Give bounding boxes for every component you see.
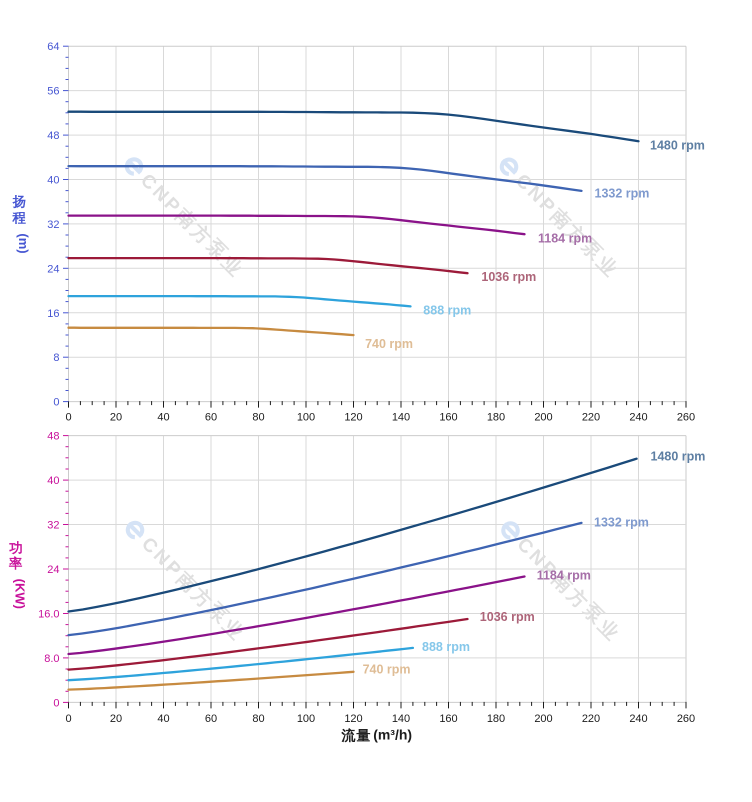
svg-text:8.0: 8.0 xyxy=(44,653,59,665)
svg-text:40: 40 xyxy=(47,475,59,487)
svg-text:240: 240 xyxy=(629,412,647,424)
svg-text:160: 160 xyxy=(439,713,457,725)
svg-text:32: 32 xyxy=(47,520,59,532)
svg-text:220: 220 xyxy=(582,412,600,424)
svg-text:1184 rpm: 1184 rpm xyxy=(538,232,592,246)
svg-text:40: 40 xyxy=(157,412,169,424)
svg-text:60: 60 xyxy=(205,412,217,424)
svg-text:180: 180 xyxy=(487,713,505,725)
svg-text:100: 100 xyxy=(297,412,315,424)
svg-text:180: 180 xyxy=(487,412,505,424)
svg-text:120: 120 xyxy=(344,412,362,424)
svg-text:260: 260 xyxy=(677,412,695,424)
svg-text:8: 8 xyxy=(53,352,59,364)
svg-text:56: 56 xyxy=(47,86,59,98)
svg-text:80: 80 xyxy=(252,412,264,424)
svg-text:0: 0 xyxy=(53,397,59,409)
svg-text:260: 260 xyxy=(677,713,695,725)
svg-text:120: 120 xyxy=(344,713,362,725)
svg-text:1480 rpm: 1480 rpm xyxy=(650,139,705,153)
svg-text:888 rpm: 888 rpm xyxy=(423,303,471,317)
svg-text:48: 48 xyxy=(47,130,59,142)
svg-text:888 rpm: 888 rpm xyxy=(422,640,470,654)
svg-text:1480 rpm: 1480 rpm xyxy=(651,449,706,463)
svg-text:0: 0 xyxy=(53,697,59,709)
svg-text:740 rpm: 740 rpm xyxy=(363,662,411,676)
svg-text:0: 0 xyxy=(65,713,71,725)
svg-text:16.0: 16.0 xyxy=(38,609,59,621)
svg-text:1036 rpm: 1036 rpm xyxy=(480,610,535,624)
svg-text:1036 rpm: 1036 rpm xyxy=(481,270,536,284)
svg-text:1332 rpm: 1332 rpm xyxy=(594,515,649,529)
svg-text:1332 rpm: 1332 rpm xyxy=(595,186,650,200)
svg-text:40: 40 xyxy=(157,713,169,725)
svg-text:100: 100 xyxy=(297,713,315,725)
svg-text:24: 24 xyxy=(47,564,59,576)
svg-text:48: 48 xyxy=(47,431,59,443)
svg-text:200: 200 xyxy=(534,412,552,424)
svg-text:140: 140 xyxy=(392,713,410,725)
svg-text:80: 80 xyxy=(252,713,264,725)
svg-text:(KW): (KW) xyxy=(13,579,28,609)
svg-text:(m): (m) xyxy=(16,233,31,253)
svg-text:240: 240 xyxy=(629,713,647,725)
svg-text:1184 rpm: 1184 rpm xyxy=(537,569,591,583)
svg-text:740 rpm: 740 rpm xyxy=(365,337,413,351)
svg-text:(m³/h): (m³/h) xyxy=(373,727,412,743)
svg-text:160: 160 xyxy=(439,412,457,424)
svg-text:20: 20 xyxy=(110,713,122,725)
svg-text:140: 140 xyxy=(392,412,410,424)
svg-text:20: 20 xyxy=(110,412,122,424)
svg-text:40: 40 xyxy=(47,175,59,187)
svg-text:16: 16 xyxy=(47,308,59,320)
svg-text:0: 0 xyxy=(65,412,71,424)
svg-text:200: 200 xyxy=(534,713,552,725)
svg-text:32: 32 xyxy=(47,219,59,231)
svg-text:60: 60 xyxy=(205,713,217,725)
svg-text:220: 220 xyxy=(582,713,600,725)
svg-text:24: 24 xyxy=(47,263,59,275)
svg-text:64: 64 xyxy=(47,41,59,53)
